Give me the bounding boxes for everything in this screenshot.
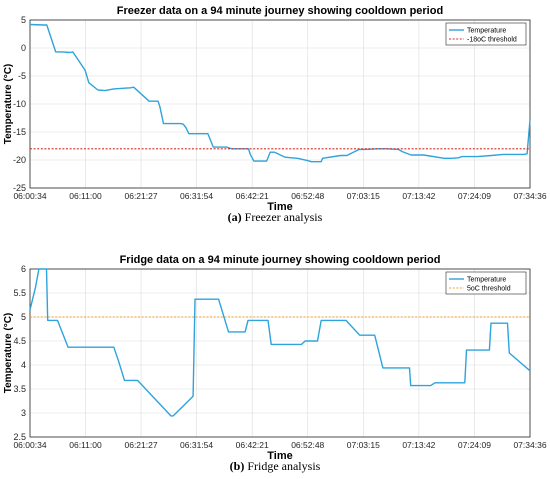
caption-a-text: Freezer analysis (244, 210, 323, 224)
x-tick-label: 06:11:00 (69, 191, 102, 201)
y-axis-label: Temperature (°C) (3, 313, 14, 394)
legend-box (445, 271, 527, 295)
chart-title: Freezer data on a 94 minute journey show… (117, 5, 443, 17)
x-tick-label: 07:34:36 (513, 191, 546, 201)
plot-frame (29, 19, 531, 189)
y-tick-label: 3 (21, 408, 26, 418)
x-tick-label: 06:42:21 (236, 191, 269, 201)
x-tick-label: 06:31:54 (180, 191, 213, 201)
x-axis-label: Time (267, 201, 292, 210)
caption-a-label: (a) (227, 210, 242, 224)
x-tick-label: 07:24:09 (458, 191, 491, 201)
legend-label-0: Temperature (467, 28, 506, 35)
y-tick-label: -25 (13, 183, 26, 193)
y-tick-label: 6 (21, 264, 26, 274)
legend-label-1: 5oC threshold (467, 286, 511, 293)
y-tick-label: -5 (18, 71, 26, 81)
y-tick-label: -15 (13, 127, 26, 137)
x-tick-label: 06:11:00 (69, 440, 102, 450)
y-tick-label: 2.5 (13, 432, 26, 442)
x-tick-label: 06:42:21 (236, 440, 269, 450)
y-tick-label: -20 (13, 155, 26, 165)
plot-area (30, 269, 530, 437)
fridge-chart: 2.5 3 3.5 4 4.5 5 5.5 6 06:00:34 06:11:00 06:21:27… (3, 254, 547, 459)
caption-b-label: (b) (229, 459, 245, 473)
x-tick-label: 06:00:34 (13, 191, 46, 201)
x-tick-label: 06:31:54 (180, 440, 213, 450)
y-tick-label: -10 (13, 99, 26, 109)
freezer-chart: -25 -20 -15 -10 -5 0 5 06:00:34 06:11:00 06:21:27… (3, 5, 547, 210)
y-axis-label: Temperature (°C) (3, 64, 14, 145)
plot-frame (29, 268, 531, 438)
legend-label-0: Temperature (467, 277, 506, 284)
y-tick-label: 5 (21, 15, 26, 25)
y-tick-label: 3.5 (13, 384, 26, 394)
caption-b: (b) Fridge analysis (0, 459, 550, 474)
y-tick-label: 4 (21, 360, 26, 370)
x-tick-label: 06:21:27 (124, 191, 157, 201)
x-tick-label: 06:00:34 (13, 440, 46, 450)
y-tick-label: 0 (21, 43, 26, 53)
x-tick-label: 07:34:36 (513, 440, 546, 450)
y-tick-label: 5.5 (13, 288, 26, 298)
x-tick-label: 07:13:42 (402, 440, 435, 450)
x-tick-label: 06:21:27 (124, 440, 157, 450)
series-line-0 (29, 268, 531, 417)
chart-title: Fridge data on a 94 minute journey showi… (120, 254, 441, 266)
y-tick-label: 5 (21, 312, 26, 322)
x-tick-label: 06:52:48 (291, 191, 324, 201)
y-tick-label: 4.5 (13, 336, 26, 346)
x-tick-label: 07:13:42 (402, 191, 435, 201)
x-tick-label: 07:03:15 (347, 440, 380, 450)
caption-b-text: Fridge analysis (247, 459, 321, 473)
legend-label-1: -18oC threshold (467, 37, 517, 44)
x-tick-label: 07:24:09 (458, 440, 491, 450)
x-axis-label: Time (267, 450, 292, 459)
caption-a: (a) Freezer analysis (0, 210, 550, 225)
legend-box (445, 22, 527, 46)
x-tick-label: 06:52:48 (291, 440, 324, 450)
x-tick-label: 07:03:15 (347, 191, 380, 201)
